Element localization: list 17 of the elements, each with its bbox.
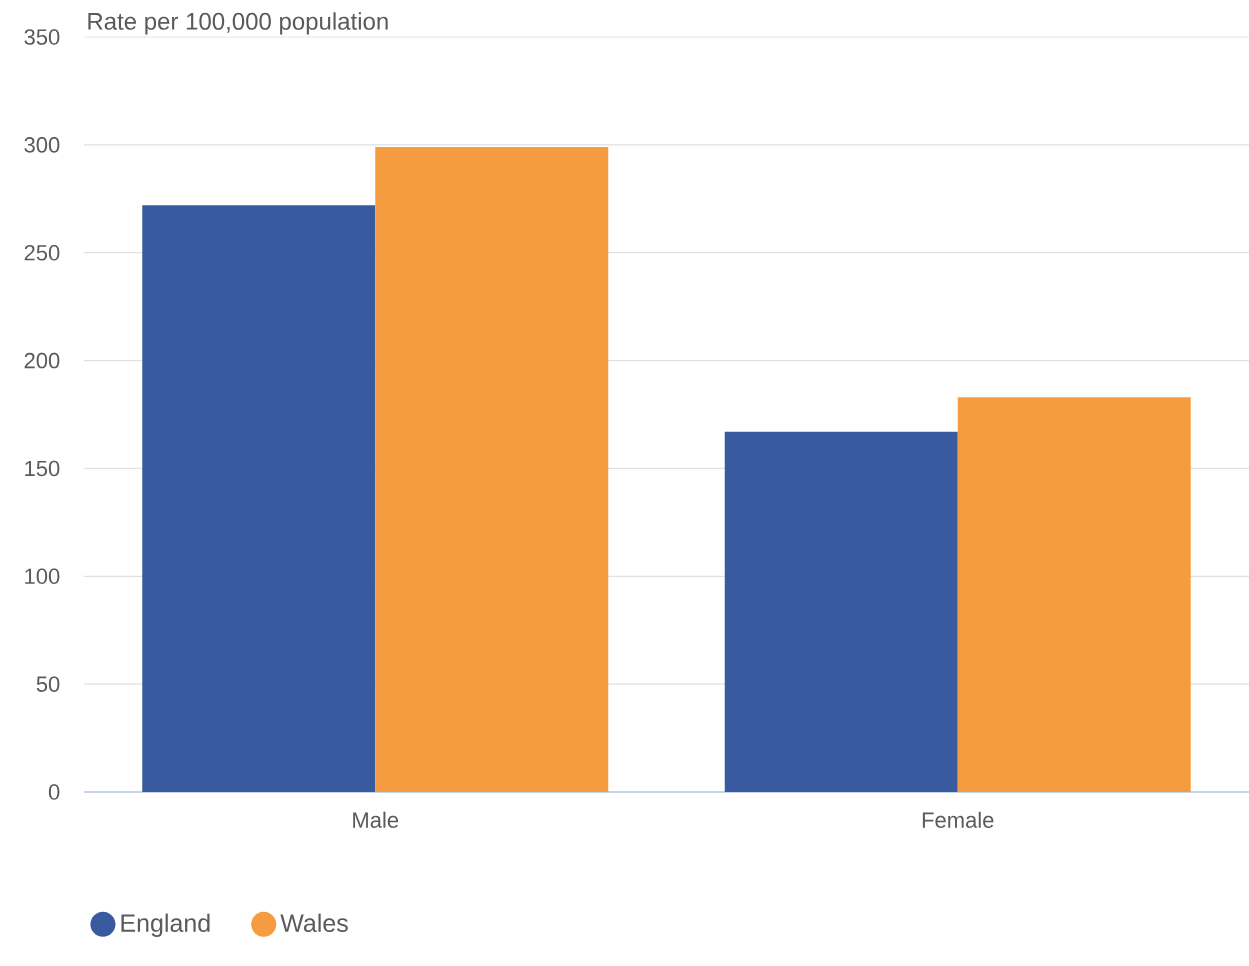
y-tick-label: 50 (36, 676, 60, 692)
legend-label: Wales (280, 913, 348, 933)
y-tick-label: 150 (25, 460, 60, 477)
bar (375, 147, 609, 792)
x-tick-label: Male (353, 811, 399, 828)
y-tick-label: 200 (24, 352, 60, 369)
y-axis-title: Rate per 100,000 population (88, 12, 388, 35)
y-tick-label: 300 (24, 137, 60, 153)
bar (142, 205, 376, 792)
bar (724, 431, 958, 792)
y-tick-label: 250 (24, 244, 60, 261)
y-tick-label: 350 (24, 29, 60, 45)
y-tick-label: 0 (48, 784, 60, 800)
y-tick-label: 100 (25, 568, 60, 585)
legend-label: England (121, 913, 210, 937)
bar (957, 397, 1191, 792)
x-tick-label: Female (922, 811, 994, 828)
